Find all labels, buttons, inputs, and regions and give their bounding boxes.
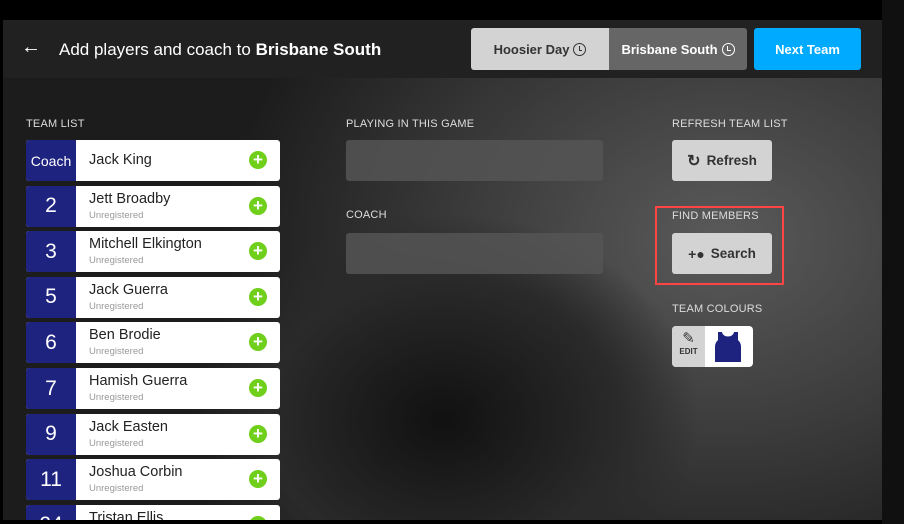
jersey-icon xyxy=(715,332,741,362)
refresh-button-label: Refresh xyxy=(706,153,757,168)
page-title: Add players and coach to Brisbane South xyxy=(59,40,381,60)
player-status: Unregistered xyxy=(89,255,144,267)
highlight-box xyxy=(655,206,784,285)
player-name: Jack Guerra xyxy=(89,281,168,298)
player-number: 9 xyxy=(26,413,76,455)
edit-colours-button[interactable]: ✎ EDIT xyxy=(672,326,705,367)
player-name: Ben Brodie xyxy=(89,327,161,344)
player-name: Jett Broadby xyxy=(89,190,171,207)
player-status: Unregistered xyxy=(89,209,144,221)
player-number: 24 xyxy=(26,504,76,520)
search-members-button[interactable]: +● Search xyxy=(672,233,772,274)
add-plus-icon[interactable]: + xyxy=(249,242,267,261)
search-button-label: Search xyxy=(710,246,756,261)
find-members-label: FIND MEMBERS xyxy=(672,210,759,222)
add-plus-icon[interactable]: + xyxy=(249,470,267,489)
team-list-row[interactable]: 2 Jett Broadby Unregistered + xyxy=(26,185,280,227)
player-name: Jack King xyxy=(89,152,152,168)
tab-label: Hoosier Day xyxy=(493,41,570,57)
player-name: Hamish Guerra xyxy=(89,373,188,389)
coach-dropzone[interactable] xyxy=(346,233,603,274)
team-list-row[interactable]: 5 Jack Guerra Unregistered + xyxy=(26,276,280,318)
team-list-row[interactable]: 7 Hamish Guerra Unregistered + xyxy=(26,368,280,409)
add-plus-icon[interactable]: + xyxy=(249,196,267,215)
clock-icon xyxy=(721,42,735,56)
add-person-icon: +● xyxy=(688,245,705,262)
add-plus-icon[interactable]: + xyxy=(249,287,267,306)
player-number: Coach xyxy=(26,140,76,181)
back-arrow-icon[interactable]: ← xyxy=(21,36,41,58)
player-number: 7 xyxy=(26,368,76,409)
player-name: Jack Easten xyxy=(89,418,168,435)
playing-label: PLAYING IN THIS GAME xyxy=(346,118,475,130)
refresh-label: REFRESH TEAM LIST xyxy=(672,118,788,130)
app-window: ← Add players and coach to Brisbane Sout… xyxy=(3,20,882,520)
player-number: 2 xyxy=(26,185,76,227)
player-status: Unregistered xyxy=(89,346,144,358)
scrollbar-strip xyxy=(882,0,904,524)
add-plus-icon[interactable]: + xyxy=(249,151,267,169)
player-number: 3 xyxy=(26,231,76,273)
player-status: Unregistered xyxy=(89,437,144,449)
player-number: 11 xyxy=(26,459,76,501)
player-status: Unregistered xyxy=(89,392,144,403)
team-colours-widget[interactable]: ✎ EDIT xyxy=(672,326,753,367)
team-list-row[interactable]: 9 Jack Easten Unregistered + xyxy=(26,413,280,455)
team-colours-label: TEAM COLOURS xyxy=(672,303,763,315)
next-team-button[interactable]: Next Team xyxy=(754,28,861,70)
player-status: Unregistered xyxy=(89,483,144,495)
refresh-button[interactable]: ↻ Refresh xyxy=(672,140,772,181)
add-plus-icon[interactable]: + xyxy=(249,333,267,352)
player-name: Mitchell Elkington xyxy=(89,236,202,253)
team-list-row[interactable]: 3 Mitchell Elkington Unregistered + xyxy=(26,231,280,273)
playing-dropzone[interactable] xyxy=(346,140,603,181)
team-list-label: TEAM LIST xyxy=(26,118,85,130)
refresh-icon: ↻ xyxy=(687,152,701,170)
team-list-row[interactable]: 6 Ben Brodie Unregistered + xyxy=(26,322,280,364)
team-list-row[interactable]: 24 Tristan Ellis Unregistered + xyxy=(26,504,280,520)
team-list-row[interactable]: Coach Jack King + xyxy=(26,140,280,181)
team-list-row[interactable]: 11 Joshua Corbin Unregistered + xyxy=(26,459,280,501)
header: ← Add players and coach to Brisbane Sout… xyxy=(3,20,882,78)
add-plus-icon[interactable]: + xyxy=(249,515,267,520)
player-name: Joshua Corbin xyxy=(89,464,183,481)
player-number: 6 xyxy=(26,322,76,364)
player-status: Unregistered xyxy=(89,300,144,312)
title-prefix: Add players and coach to xyxy=(59,40,256,59)
tab-brisbane-south[interactable]: Brisbane South xyxy=(609,28,747,70)
clock-icon xyxy=(573,42,587,56)
tab-hoosier-day[interactable]: Hoosier Day xyxy=(471,28,609,70)
player-name: Tristan Ellis xyxy=(89,509,164,520)
edit-label: EDIT xyxy=(679,347,698,356)
pencil-icon: ✎ xyxy=(682,330,695,347)
add-plus-icon[interactable]: + xyxy=(249,424,267,443)
player-number: 5 xyxy=(26,276,76,318)
add-plus-icon[interactable]: + xyxy=(249,379,267,397)
tab-label: Brisbane South xyxy=(621,41,718,57)
title-team: Brisbane South xyxy=(255,40,382,59)
coach-label: COACH xyxy=(346,209,387,221)
